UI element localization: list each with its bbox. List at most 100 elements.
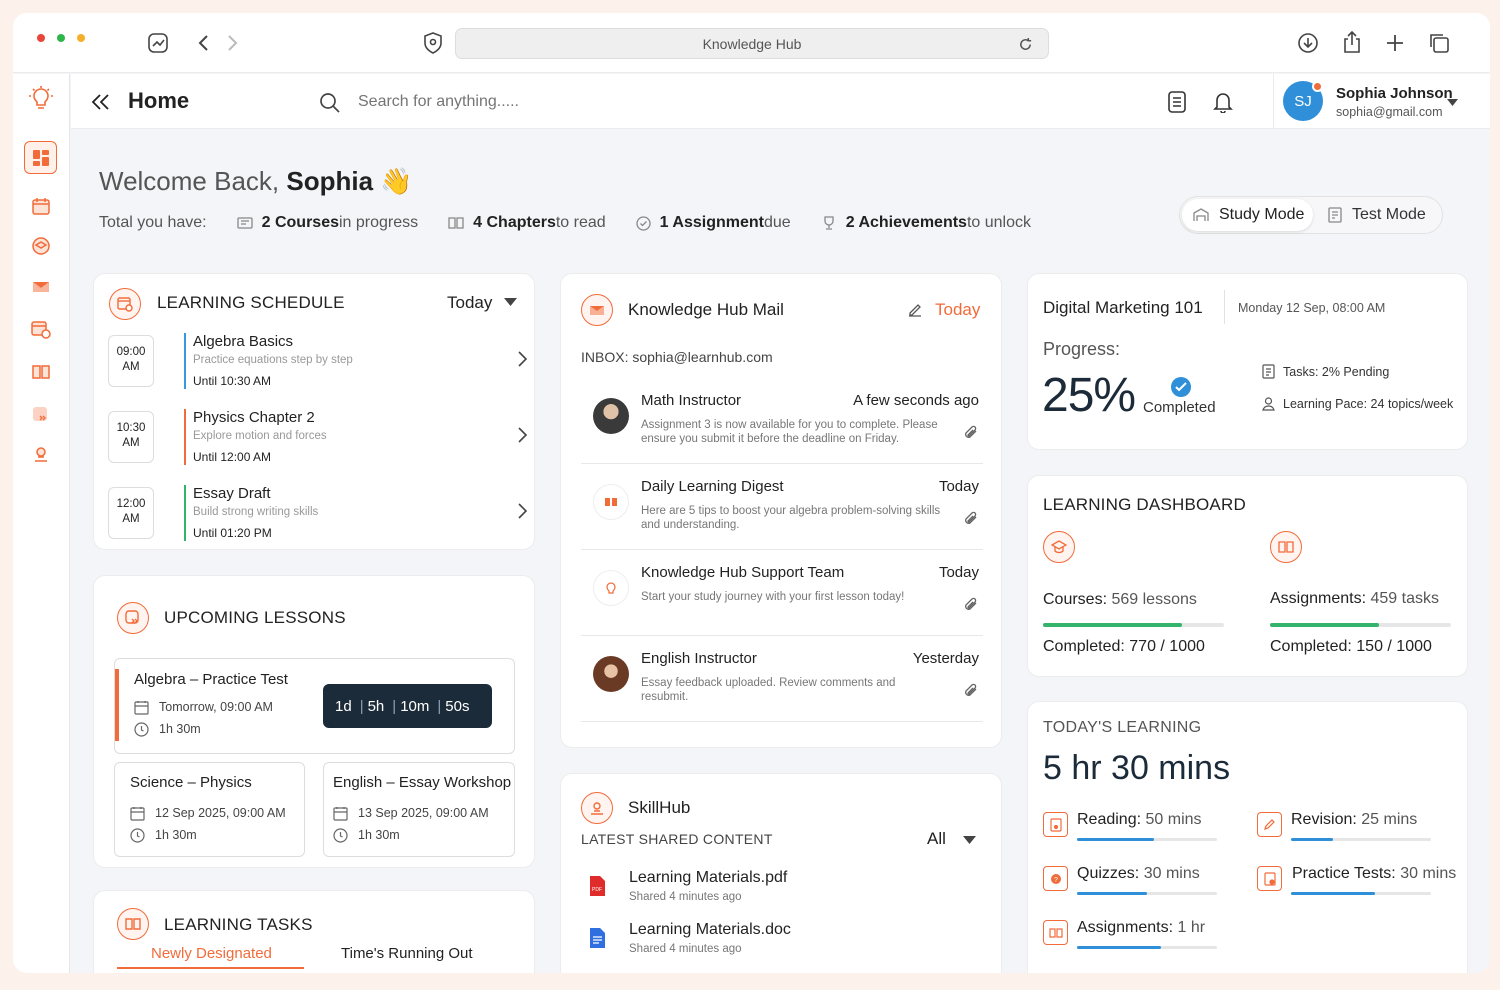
schedule-calendar-icon — [109, 288, 141, 320]
search-input[interactable] — [358, 89, 658, 115]
new-tab-icon[interactable] — [1383, 31, 1407, 55]
attachment-icon[interactable] — [963, 682, 979, 698]
search-icon[interactable] — [317, 90, 341, 114]
notification-bell-icon[interactable] — [1211, 89, 1235, 115]
divider — [1273, 74, 1274, 129]
skillhub-filter[interactable]: All — [927, 829, 946, 848]
collapse-sidebar-icon[interactable] — [89, 90, 113, 114]
today-total: 5 hr 30 mins — [1043, 749, 1231, 787]
summary-courses: 2 Courses in progress — [236, 214, 418, 232]
summary-assignments-count: 1 Assignment — [659, 214, 764, 231]
sidebar-item-library[interactable] — [27, 360, 55, 384]
schedule-time-period: AM — [122, 361, 140, 373]
doc-icon — [590, 928, 605, 948]
attachment-icon[interactable] — [963, 424, 979, 440]
schedule-item[interactable]: 10:30 AM Physics Chapter 2 Explore motion… — [108, 409, 528, 469]
schedule-item-until: Until 12:00 AM — [193, 450, 272, 464]
study-mode-button[interactable]: Study Mode — [1182, 199, 1313, 231]
svg-text:?: ? — [1054, 877, 1058, 884]
sidebar-item-courses[interactable] — [27, 234, 55, 258]
mail-item[interactable]: Knowledge Hub Support Team Today Start y… — [581, 550, 983, 636]
skillhub-filter-chevron-down-icon[interactable] — [961, 834, 977, 846]
summary-achievements-text: to unlock — [966, 214, 1031, 231]
progress-completed-label: Completed — [1143, 399, 1216, 416]
mail-inbox: INBOX: sophia@learnhub.com — [581, 349, 773, 365]
user-name[interactable]: Sophia Johnson — [1336, 85, 1453, 102]
shared-file-item[interactable]: Learning Materials.doc Shared 4 minutes … — [581, 921, 981, 965]
analytics-icon[interactable] — [145, 30, 171, 56]
sidebar-item-schedule[interactable] — [27, 317, 55, 341]
tabs-overview-icon[interactable] — [1426, 31, 1452, 55]
mail-title: Knowledge Hub Mail — [628, 300, 784, 319]
address-bar[interactable]: Knowledge Hub — [455, 28, 1049, 59]
sidebar-item-calendar[interactable] — [27, 194, 55, 218]
schedule-color-bar — [184, 409, 186, 465]
mail-filter[interactable]: Today — [935, 300, 981, 319]
mail-sender: Daily Learning Digest — [641, 478, 784, 495]
schedule-color-bar — [184, 485, 186, 541]
dashboard-assignments-value: 459 tasks — [1370, 590, 1439, 607]
featured-lesson-card[interactable]: Algebra – Practice Test Tomorrow, 09:00 … — [114, 658, 515, 754]
user-menu-chevron-down-icon[interactable] — [1445, 96, 1459, 108]
schedule-filter-chevron-down-icon[interactable] — [502, 296, 518, 308]
practice-tests-progress-bar — [1291, 892, 1431, 895]
sidebar-item-mail[interactable] — [27, 275, 55, 299]
shared-file-item[interactable]: PDF Learning Materials.pdf Shared 4 minu… — [581, 869, 981, 913]
check-circle-icon — [636, 215, 651, 231]
online-status-dot — [1312, 81, 1323, 92]
download-icon[interactable] — [1296, 31, 1320, 55]
mail-sender: Knowledge Hub Support Team — [641, 564, 845, 581]
welcome-user-name: Sophia — [286, 166, 374, 196]
revision-label: Revision: — [1291, 811, 1357, 828]
schedule-item[interactable]: 09:00 AM Algebra Basics Practice equation… — [108, 333, 528, 393]
quizzes-progress-fill — [1077, 892, 1147, 895]
edit-pencil-icon[interactable] — [907, 302, 923, 318]
reading-stat: Reading: 50 mins — [1077, 811, 1202, 829]
tab-times-running-out[interactable]: Time's Running Out — [341, 945, 473, 962]
schedule-item-title: Physics Chapter 2 — [193, 409, 315, 426]
minimize-window-button[interactable] — [77, 34, 85, 42]
lesson-card[interactable]: Science – Physics 12 Sep 2025, 09:00 AM … — [114, 762, 305, 857]
learning-dashboard-card: LEARNING DASHBOARD Courses: 569 lessons … — [1027, 475, 1468, 677]
summary-chapters-text: to read — [555, 214, 606, 231]
avatar[interactable]: SJ — [1283, 81, 1323, 121]
schedule-item[interactable]: 12:00 AM Essay Draft Build strong writing… — [108, 485, 528, 545]
mail-item[interactable]: Daily Learning Digest Today Here are 5 t… — [581, 464, 983, 550]
chevron-right-icon[interactable] — [516, 349, 528, 369]
mail-icon — [581, 294, 613, 326]
test-mode-button[interactable]: Test Mode — [1327, 199, 1426, 231]
chevron-right-icon[interactable] — [516, 501, 528, 521]
back-icon[interactable] — [193, 30, 213, 56]
shield-icon[interactable] — [421, 31, 445, 55]
schedule-item-subtitle: Build strong writing skills — [193, 506, 319, 518]
chevron-right-icon[interactable] — [516, 425, 528, 445]
mail-sender: English Instructor — [641, 650, 757, 667]
mail-time: A few seconds ago — [853, 392, 979, 409]
sidebar-item-dashboard[interactable] — [24, 141, 57, 174]
mail-item[interactable]: English Instructor Yesterday Essay feedb… — [581, 636, 983, 722]
sidebar-item-achievements[interactable] — [27, 442, 55, 466]
schedule-filter[interactable]: Today — [447, 293, 493, 312]
maximize-window-button[interactable] — [57, 34, 65, 42]
svg-text:PDF: PDF — [592, 887, 602, 893]
reload-icon[interactable] — [1016, 35, 1034, 53]
close-window-button[interactable] — [37, 34, 45, 42]
lesson-accent-bar — [115, 669, 119, 741]
attachment-icon[interactable] — [963, 596, 979, 612]
practice-tests-progress-fill — [1291, 892, 1375, 895]
open-book-icon — [448, 217, 464, 229]
top-bar: Home SJ Sophia Johnson sophia@gmail.com — [71, 74, 1490, 129]
forward-icon[interactable] — [223, 30, 243, 56]
schedule-item-until: Until 01:20 PM — [193, 526, 272, 540]
schedule-item-title: Essay Draft — [193, 485, 271, 502]
mail-item[interactable]: Math Instructor A few seconds ago Assign… — [581, 378, 983, 464]
notes-icon[interactable] — [1165, 90, 1189, 114]
schedule-item-until: Until 10:30 AM — [193, 374, 272, 388]
attachment-icon[interactable] — [963, 510, 979, 526]
dashboard-title: LEARNING DASHBOARD — [1043, 495, 1246, 514]
lesson-card[interactable]: English – Essay Workshop 13 Sep 2025, 09… — [323, 762, 515, 857]
share-icon[interactable] — [1340, 29, 1364, 55]
tab-newly-designated[interactable]: Newly Designated — [151, 945, 272, 962]
quizzes-icon: ? — [1043, 866, 1068, 891]
sidebar-item-lessons[interactable] — [27, 403, 55, 427]
